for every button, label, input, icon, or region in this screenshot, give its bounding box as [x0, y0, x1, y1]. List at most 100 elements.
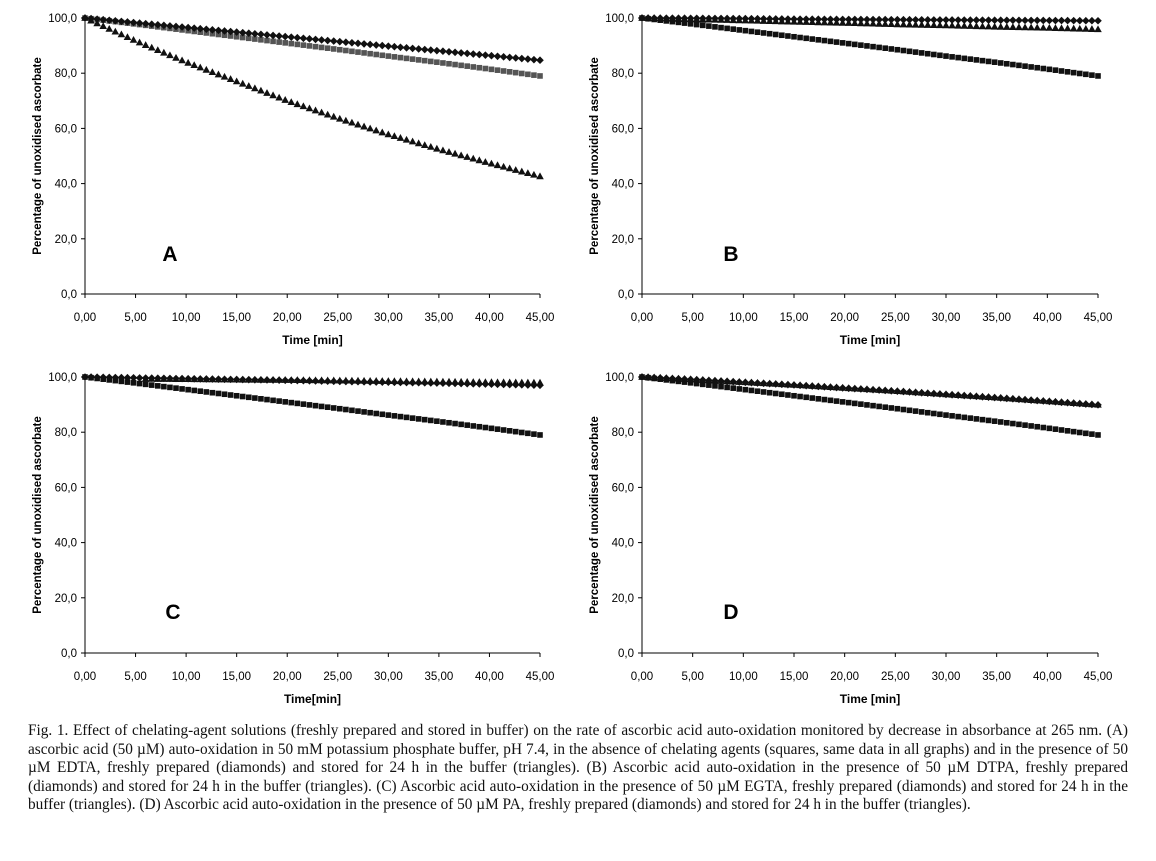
- data-point-triangle: [1069, 399, 1078, 406]
- data-point-triangle: [154, 46, 162, 54]
- data-point-triangle: [87, 16, 95, 24]
- data-point-square: [979, 57, 986, 64]
- data-point-diamond: [487, 51, 496, 60]
- data-point-square: [894, 405, 901, 412]
- chart-panel-c: 0,0 20,0 40,0 60,0 80,0 100,0 0,00 5,00 10,00 15,…: [32, 372, 554, 706]
- data-point-square: [446, 60, 452, 67]
- x-tick-label: 20,00: [830, 671, 859, 683]
- data-point-diamond: [518, 54, 526, 63]
- data-point-square: [318, 403, 325, 410]
- data-point-square: [482, 424, 489, 431]
- data-point-triangle: [505, 378, 514, 386]
- data-point-diamond: [154, 20, 162, 29]
- data-point-triangle: [257, 86, 265, 94]
- data-point-diamond: [1094, 16, 1102, 25]
- data-point-square: [730, 385, 736, 391]
- data-point-square: [379, 411, 386, 418]
- data-point-square: [294, 41, 301, 48]
- x-tick-label: 30,00: [374, 312, 403, 324]
- y-tick-label: 40,0: [55, 179, 77, 191]
- data-point-triangle: [154, 375, 162, 382]
- data-point-square: [361, 50, 367, 56]
- data-point-triangle: [226, 75, 235, 82]
- data-point-square: [779, 32, 785, 39]
- data-point-square: [797, 393, 803, 400]
- data-point-square: [227, 392, 234, 398]
- data-point-diamond: [299, 34, 308, 43]
- data-point-diamond: [930, 16, 938, 24]
- series-triangle: [81, 14, 544, 180]
- data-point-triangle: [245, 375, 253, 383]
- data-point-diamond: [111, 373, 120, 382]
- data-point-triangle: [220, 72, 229, 80]
- data-point-triangle: [160, 48, 168, 56]
- data-point-square: [779, 391, 785, 398]
- data-point-square: [687, 21, 694, 27]
- data-point-triangle: [184, 58, 192, 66]
- data-point-triangle: [1027, 23, 1035, 31]
- data-point-triangle: [481, 158, 490, 165]
- data-point-square: [1095, 73, 1101, 79]
- data-point-triangle: [439, 146, 447, 154]
- data-point-triangle: [511, 378, 520, 386]
- data-point-triangle: [275, 375, 283, 383]
- data-point-square: [724, 384, 730, 391]
- data-point-triangle: [129, 35, 138, 43]
- data-point-square: [961, 55, 968, 62]
- y-tick-label: 0,0: [61, 648, 77, 660]
- x-tick-label: 30,00: [932, 312, 961, 324]
- data-point-triangle: [1063, 24, 1072, 32]
- data-point-diamond: [899, 15, 908, 24]
- data-point-triangle: [1003, 394, 1011, 402]
- data-point-square: [864, 43, 870, 49]
- data-point-diamond: [905, 15, 914, 24]
- data-point-square: [876, 403, 882, 410]
- data-point-square: [142, 381, 149, 388]
- data-point-triangle: [723, 377, 731, 385]
- data-point-diamond: [972, 16, 981, 24]
- data-point-diamond: [408, 44, 417, 53]
- data-point-triangle: [930, 21, 938, 28]
- data-point-square: [772, 31, 779, 38]
- data-point-triangle: [668, 374, 677, 382]
- data-point-square: [961, 414, 968, 421]
- data-point-diamond: [420, 45, 429, 54]
- data-point-triangle: [838, 18, 847, 26]
- data-point-triangle: [208, 68, 217, 76]
- data-point-triangle: [299, 102, 308, 110]
- data-point-square: [736, 27, 743, 33]
- data-point-diamond: [881, 15, 889, 24]
- data-point-triangle: [990, 393, 999, 401]
- data-point-diamond: [481, 51, 490, 59]
- data-point-triangle: [117, 30, 126, 38]
- data-point-triangle: [923, 21, 932, 28]
- data-point-square: [1052, 426, 1059, 432]
- x-tick-label: 10,00: [729, 671, 758, 683]
- data-point-square: [1070, 428, 1077, 435]
- y-tick-label: 40,0: [55, 538, 77, 550]
- data-point-square: [882, 45, 888, 51]
- data-point-triangle: [978, 22, 987, 30]
- data-point-diamond: [1069, 16, 1078, 25]
- x-tick-label: 40,00: [475, 671, 504, 683]
- data-point-square: [209, 389, 216, 396]
- data-point-square: [760, 30, 767, 36]
- data-point-square: [391, 413, 398, 419]
- data-point-triangle: [960, 21, 969, 29]
- data-point-diamond: [135, 374, 144, 382]
- data-point-square: [276, 398, 282, 404]
- data-point-triangle: [141, 374, 150, 382]
- data-point-triangle: [638, 14, 646, 21]
- data-point-triangle: [905, 388, 914, 395]
- data-point-square: [470, 64, 477, 70]
- data-point-square: [724, 25, 730, 32]
- data-point-diamond: [81, 373, 89, 381]
- x-tick-label: 25,00: [881, 671, 910, 683]
- data-point-triangle: [281, 96, 289, 103]
- data-point-square: [452, 61, 458, 68]
- data-point-square: [233, 33, 240, 40]
- data-point-square: [282, 40, 288, 46]
- data-point-diamond: [1057, 16, 1066, 25]
- data-point-square: [754, 29, 761, 35]
- x-tick-label: 10,00: [172, 671, 201, 683]
